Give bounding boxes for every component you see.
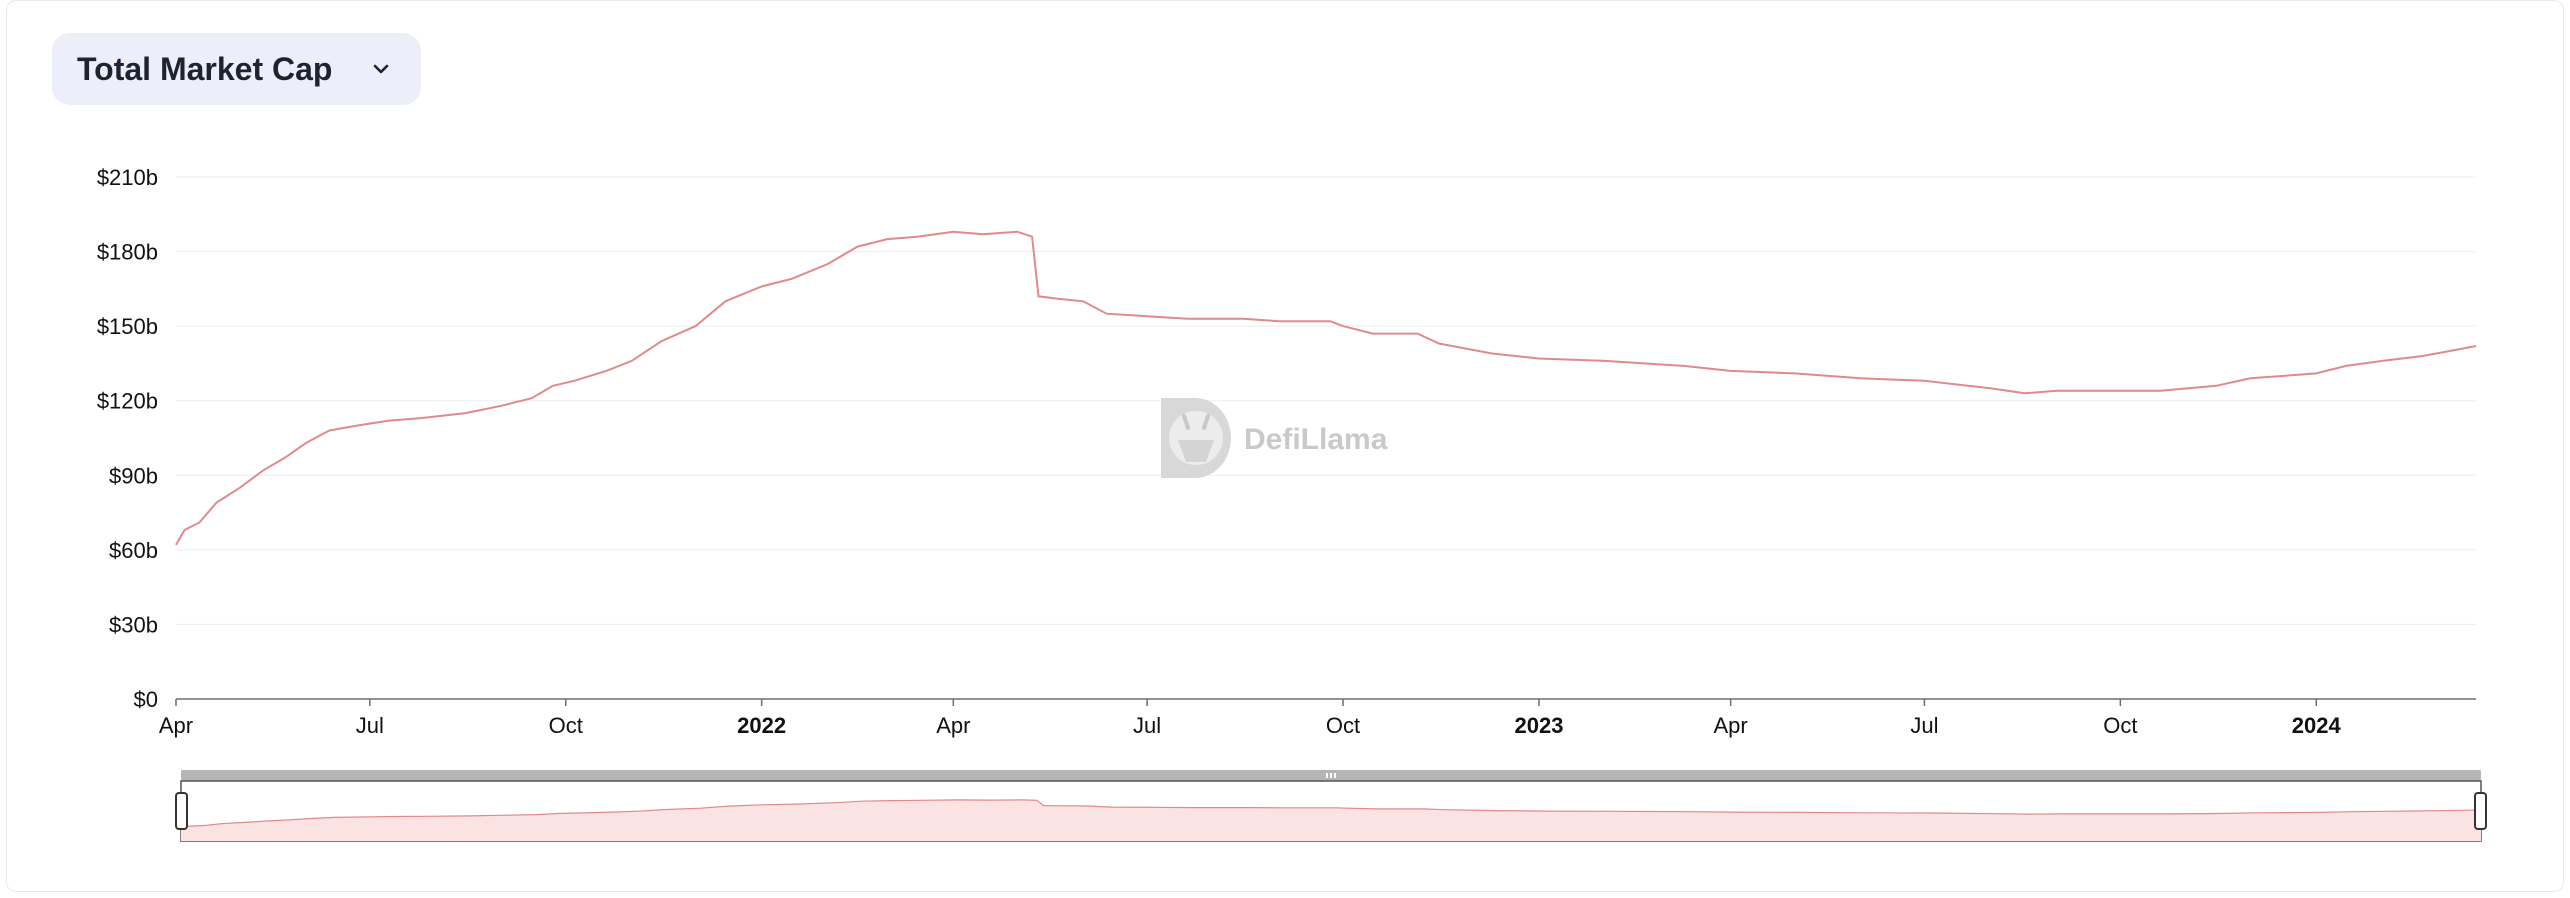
gridlines [176, 176, 2476, 625]
y-tick-label: $0 [134, 687, 158, 712]
zoom-overview-line [180, 799, 2482, 828]
x-tick-label: Oct [1326, 713, 1360, 738]
chart-card [6, 0, 2564, 892]
y-tick-label: $180b [97, 240, 158, 265]
x-tick-label: Apr [159, 713, 193, 738]
zoom-right-handle[interactable] [2474, 792, 2487, 830]
y-tick-label: $30b [109, 612, 158, 637]
watermark-text: DefiLlama [1244, 423, 1388, 456]
x-axis: Apr Jul Oct 2022 Apr Jul Oct 2023 Apr Jul Oct 2024 [159, 698, 2476, 738]
zoom-overview-area [181, 799, 2481, 841]
metric-selector-label: Total Market Cap [77, 50, 333, 87]
y-tick-label: $210b [97, 165, 158, 190]
x-tick-label: Apr [1714, 713, 1748, 738]
y-axis: $0 $30b $60b $90b $120b $150b $180b $210b [97, 165, 158, 712]
y-tick-label: $60b [109, 538, 158, 563]
chevron-down-icon [373, 64, 389, 74]
y-tick-label: $90b [109, 463, 158, 488]
y-tick-label: $150b [97, 314, 158, 339]
x-tick-label: Oct [549, 713, 583, 738]
zoom-grip-icon [1326, 773, 1336, 778]
x-tick-label: 2023 [1514, 713, 1563, 738]
x-tick-label: Jul [1133, 713, 1161, 738]
x-tick-label: Apr [936, 713, 970, 738]
x-tick-label: 2024 [2292, 713, 2342, 738]
x-tick-label: 2022 [737, 713, 786, 738]
market-cap-series-line [175, 230, 2477, 546]
defillama-logo-icon [1161, 398, 1231, 478]
zoom-slider[interactable] [175, 770, 2487, 842]
y-tick-label: $120b [97, 389, 158, 414]
x-tick-label: Oct [2103, 713, 2137, 738]
watermark: DefiLlama [1161, 398, 1388, 478]
x-tick-label: Jul [356, 713, 384, 738]
metric-selector-button[interactable]: Total Market Cap [52, 33, 421, 105]
x-tick-label: Jul [1910, 713, 1938, 738]
zoom-left-handle[interactable] [175, 792, 188, 830]
